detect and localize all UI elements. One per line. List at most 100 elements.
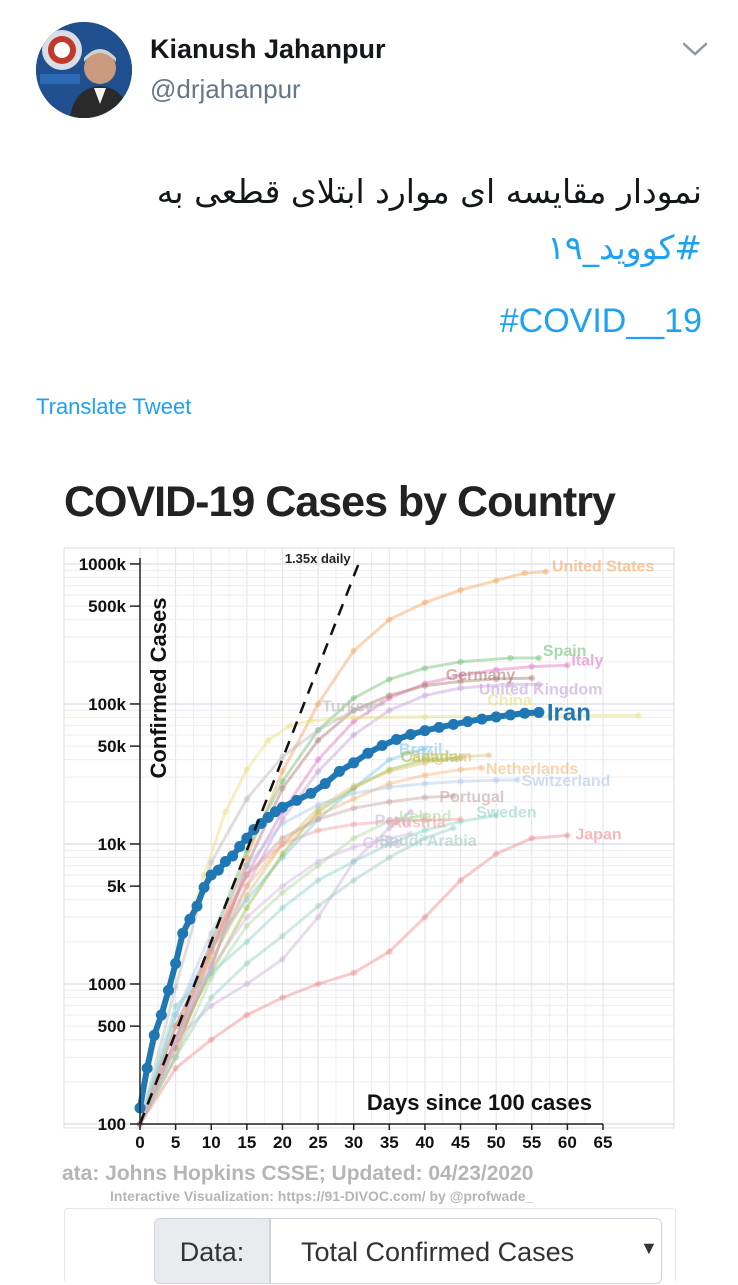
data-point xyxy=(314,756,322,763)
chart-title: COVID-19 Cases by Country xyxy=(64,478,616,526)
series-label-belgium: Belgium xyxy=(409,748,472,765)
y-tick-label: 1000 xyxy=(88,975,126,994)
series-label-canada: Canada xyxy=(401,749,459,766)
data-point xyxy=(564,662,571,669)
data-point xyxy=(279,768,286,775)
data-point xyxy=(462,716,474,728)
data-point xyxy=(450,792,457,800)
data-point xyxy=(386,948,393,955)
plot-frame xyxy=(63,547,675,1129)
data-point xyxy=(212,864,224,876)
data-point xyxy=(492,812,500,819)
series-label-chile: Chile xyxy=(363,835,402,852)
display-name[interactable]: Kianush Jahanpur xyxy=(150,34,386,64)
translate-tweet-link[interactable]: Translate Tweet xyxy=(36,394,192,419)
data-point xyxy=(528,663,535,670)
data-point xyxy=(314,980,322,988)
data-point xyxy=(421,834,429,842)
x-tick-label: 5 xyxy=(171,1133,180,1152)
data-point xyxy=(234,840,246,852)
data-point xyxy=(314,808,322,815)
data-point xyxy=(243,980,251,988)
data-select-label: Data: xyxy=(154,1218,270,1284)
x-tick-label: 50 xyxy=(487,1133,506,1152)
data-point xyxy=(243,960,251,967)
avatar[interactable] xyxy=(36,22,132,118)
data-point xyxy=(407,830,414,838)
data-point xyxy=(307,717,315,724)
x-tick-label: 15 xyxy=(237,1133,256,1152)
data-point xyxy=(350,782,357,790)
data-point xyxy=(243,871,251,879)
series-label-portugal: Portugal xyxy=(439,789,504,806)
data-point xyxy=(421,756,429,763)
data-point xyxy=(243,862,251,869)
series-label-peru: Peru xyxy=(375,813,411,830)
data-point xyxy=(350,858,357,865)
data-point xyxy=(457,658,464,666)
x-axis-label: Days since 100 cases xyxy=(367,1090,592,1115)
data-point xyxy=(533,706,545,718)
data-point xyxy=(314,858,322,865)
data-type-select[interactable]: Total Confirmed Cases xyxy=(270,1218,662,1284)
data-point xyxy=(457,672,464,679)
series-label-iran: Iran xyxy=(547,699,591,726)
data-point xyxy=(227,850,239,862)
hashtag-link-fa[interactable]: #کووید_۱۹ xyxy=(547,228,702,267)
data-point xyxy=(279,882,286,890)
data-point xyxy=(507,681,514,688)
data-point xyxy=(490,711,502,723)
data-point xyxy=(564,712,571,719)
series-line-sweden xyxy=(138,813,498,1126)
data-point xyxy=(155,1009,167,1021)
chevron-down-icon[interactable] xyxy=(682,40,708,58)
y-tick-label: 1000k xyxy=(79,555,127,574)
x-tick-label: 10 xyxy=(202,1133,221,1152)
data-point xyxy=(386,818,393,825)
y-tick-label: 50k xyxy=(98,737,127,756)
chart-plot: 1.35x daily 10050010005k10k50k100k500k10… xyxy=(63,547,675,1152)
data-point xyxy=(507,654,514,662)
data-point xyxy=(314,801,322,809)
data-point xyxy=(350,843,357,851)
data-point xyxy=(314,700,322,708)
data-point xyxy=(314,726,322,734)
x-tick-label: 60 xyxy=(558,1133,577,1152)
data-point xyxy=(208,1036,215,1043)
data-point xyxy=(305,787,317,799)
series-label-united-kingdom: United Kingdom xyxy=(479,681,603,698)
data-point xyxy=(635,712,642,719)
user-handle[interactable]: @drjahanpur xyxy=(150,74,301,104)
data-point xyxy=(386,676,393,683)
data-point xyxy=(386,840,393,848)
reference-line-label: 1.35x daily xyxy=(285,551,352,566)
data-point xyxy=(208,960,215,967)
data-point xyxy=(208,994,215,1001)
data-point xyxy=(350,707,357,714)
data-point xyxy=(279,840,286,848)
data-point xyxy=(350,805,357,812)
data-point xyxy=(350,795,357,803)
data-point xyxy=(492,850,500,858)
series-label-sweden: Sweden xyxy=(476,804,536,821)
series-label-ireland: Ireland xyxy=(399,808,451,825)
data-point xyxy=(222,808,229,815)
data-point xyxy=(243,896,251,903)
hashtag-link-en[interactable]: #COVID__19 xyxy=(499,302,702,340)
data-point xyxy=(243,882,251,890)
series-label-japan: Japan xyxy=(575,826,621,843)
data-point xyxy=(314,877,322,884)
data-point xyxy=(433,721,445,733)
data-point xyxy=(243,938,251,946)
data-point xyxy=(528,674,535,682)
data-point xyxy=(314,812,322,819)
triangle-down-icon[interactable]: ▼ xyxy=(640,1238,658,1258)
data-point xyxy=(319,778,331,790)
data-point xyxy=(279,778,286,785)
data-point xyxy=(243,913,251,921)
viz-credit[interactable]: Interactive Visualization: https://91-DI… xyxy=(110,1188,534,1204)
series-line-turkey xyxy=(138,701,384,1126)
data-point xyxy=(476,713,488,725)
data-point xyxy=(492,577,500,584)
data-point xyxy=(457,678,464,685)
